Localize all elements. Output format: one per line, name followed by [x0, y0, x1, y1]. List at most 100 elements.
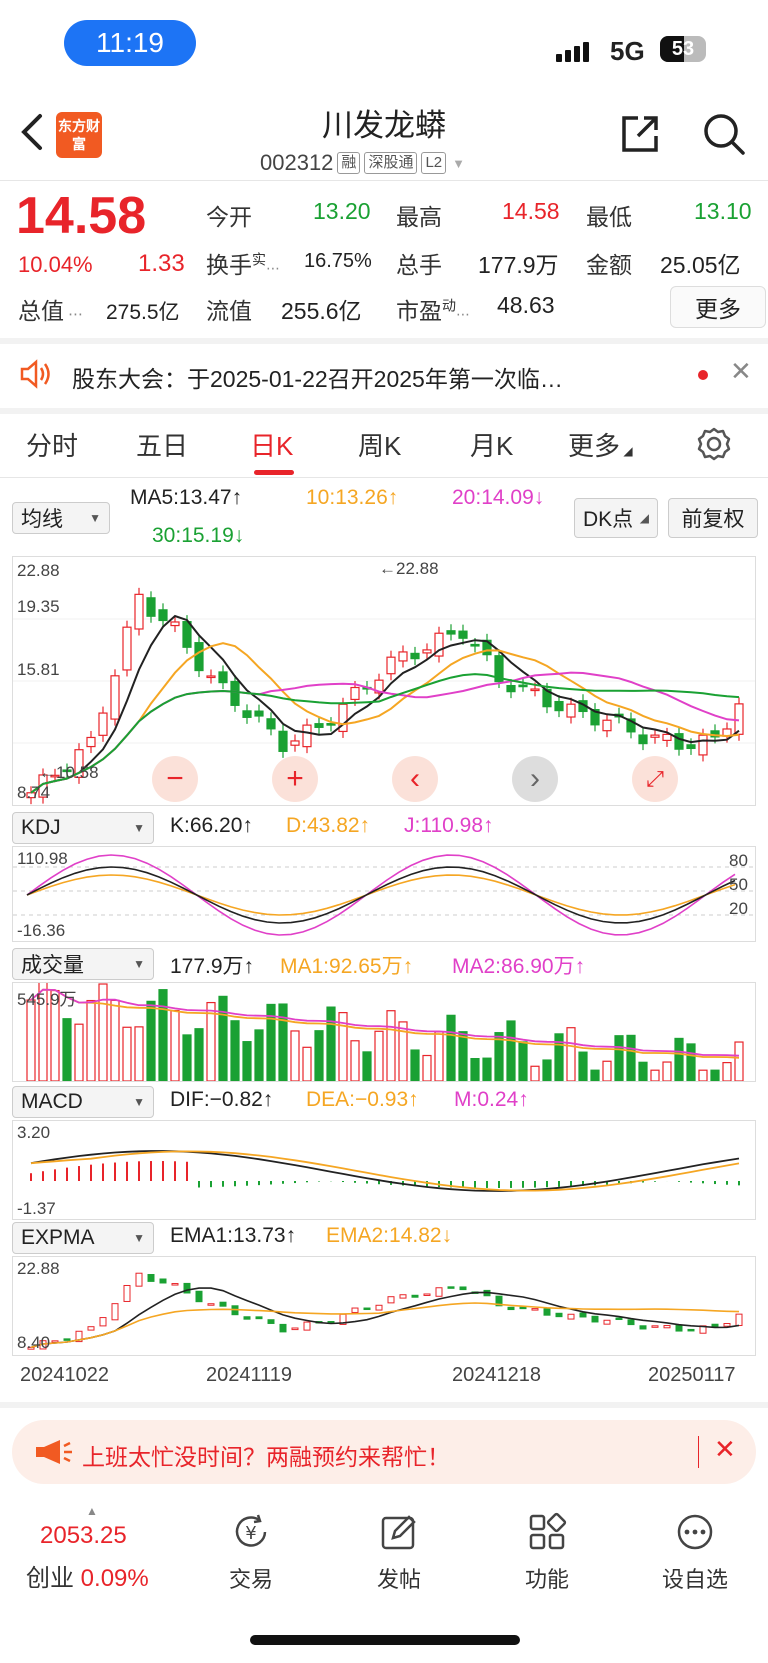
expma-chart[interactable]: 22.88 8.40 [12, 1256, 756, 1356]
kline-chart[interactable]: 22.88 19.35 15.81 8.74 ←22.88 ←10.58 [12, 556, 756, 806]
battery-icon: 53 [660, 36, 706, 62]
zoom-out-button[interactable]: − [152, 756, 198, 802]
tab-five-day[interactable]: 五日 [136, 431, 189, 461]
candle-body [266, 718, 276, 730]
nav-trade[interactable]: ¥ 交易 [196, 1500, 306, 1594]
volume-ma1: MA1:92.65万↑ [280, 955, 414, 978]
adjust-button[interactable]: 前复权 [668, 498, 758, 538]
share-icon[interactable] [618, 112, 662, 161]
back-icon[interactable] [18, 112, 48, 152]
signal-icon [556, 40, 589, 62]
nav-watchlist[interactable]: 设自选 [640, 1500, 750, 1594]
candle-body [122, 626, 132, 671]
candle-body [542, 688, 552, 708]
nav-post[interactable]: 发帖 [344, 1500, 454, 1594]
candle-body [386, 656, 396, 675]
close-icon[interactable]: ✕ [714, 1434, 736, 1464]
pan-right-button[interactable]: › [512, 756, 558, 802]
pan-left-button[interactable]: ‹ [392, 756, 438, 802]
expma-candle [195, 1290, 203, 1303]
expma-candle [555, 1312, 563, 1318]
kdj-level-20: 20 [729, 899, 748, 918]
expma-select[interactable]: EXPMA ▼ [12, 1222, 154, 1254]
expma-candle [627, 1319, 635, 1326]
dk-point-button[interactable]: DK点 ◢ [574, 498, 658, 538]
promo-banner[interactable]: 上班太忙没时间？两融预约来帮忙！ ✕ [12, 1420, 756, 1484]
candle-body [314, 723, 324, 728]
macd-chart[interactable]: 3.20 -1.37 [12, 1120, 756, 1220]
candle-body [686, 744, 696, 750]
volume-bar [122, 1026, 132, 1081]
candle-body [170, 621, 180, 627]
volume-bar [662, 1061, 672, 1081]
kdj-d: D:43.82↑ [286, 814, 371, 837]
volume-chart[interactable]: 545.9万 [12, 982, 756, 1082]
volume-ma2: MA2:86.90万↑ [452, 955, 586, 978]
pe-label: 市盈动⋯ [396, 297, 470, 324]
tab-intraday[interactable]: 分时 [26, 431, 79, 461]
nav-label: 交易 [228, 1567, 273, 1592]
expma-candle [495, 1295, 503, 1307]
settings-gear-icon[interactable] [696, 426, 732, 467]
kdj-chart[interactable]: 110.98 -16.36 80 50 20 [12, 846, 756, 942]
zoom-in-button[interactable]: + [272, 756, 318, 802]
volume-bar [74, 1023, 84, 1081]
stock-name: 川发龙蟒 [322, 108, 446, 143]
volume-bar [86, 999, 96, 1081]
volume-select[interactable]: 成交量 ▼ [12, 948, 154, 980]
tab-weekly-k[interactable]: 周K [358, 431, 402, 461]
volume-bar [710, 1069, 720, 1081]
fullscreen-icon[interactable]: ⤢ [632, 756, 678, 802]
amount-label: 金额 [586, 252, 632, 278]
volume-bar [566, 1027, 576, 1081]
date-label-2: 20241119 [206, 1364, 293, 1386]
macd-m: M:0.24↑ [454, 1088, 529, 1111]
macd-dea: DEA:−0.93↑ [306, 1088, 419, 1111]
candle-body [242, 710, 252, 718]
expma-svg [27, 1272, 743, 1350]
index-row[interactable]: 创业 0.09% [26, 1565, 149, 1592]
change-percent: 10.04% [18, 252, 93, 277]
close-icon[interactable]: ✕ [730, 356, 752, 386]
expma-candle [375, 1304, 383, 1311]
market-cap-label: 总值 ⋯ [18, 298, 84, 324]
volume-bar [290, 1030, 300, 1081]
macd-dif: DIF:−0.82↑ [170, 1088, 274, 1111]
tab-more[interactable]: 更多 ◢ [568, 431, 633, 461]
candle-body [410, 652, 420, 660]
expma-candle [75, 1330, 83, 1343]
search-icon[interactable] [702, 112, 746, 161]
nav-functions[interactable]: 功能 [492, 1500, 602, 1594]
volume-bar [362, 1051, 372, 1081]
volume-svg [26, 983, 744, 1081]
notice-bar[interactable]: 股东大会：于2025-01-22召开2025年第一次临… ✕ [0, 342, 768, 408]
stock-code-row[interactable]: 002312 融 深股通 L2 ▼ [260, 150, 465, 176]
expma-candle [603, 1319, 611, 1325]
kline-axis-3: 15.81 [17, 660, 60, 679]
candle-body [146, 597, 156, 617]
volume-bar [722, 1062, 732, 1081]
candle-body [446, 630, 456, 635]
macd-select[interactable]: MACD ▼ [12, 1086, 154, 1118]
tab-daily-k[interactable]: 日K [250, 431, 294, 461]
low-label: 最低 [586, 204, 632, 230]
candle-body [50, 774, 60, 778]
battery-level: 53 [671, 37, 695, 60]
candle-body [350, 686, 360, 701]
tab-monthly-k[interactable]: 月K [470, 431, 514, 461]
expma-candle [183, 1282, 191, 1294]
ma-select[interactable]: 均线 ▼ [12, 502, 110, 534]
kdj-k: K:66.20↑ [170, 814, 253, 837]
candle-body [506, 684, 516, 693]
candle-body [398, 651, 408, 662]
stock-code: 002312 [260, 150, 334, 175]
index-value[interactable]: 2053.25 [40, 1522, 127, 1549]
volume-bar [686, 1043, 696, 1081]
notice-dot [698, 370, 708, 380]
more-button[interactable]: 更多 [670, 286, 766, 328]
open-value: 13.20 [313, 198, 371, 224]
ma30-line [30, 673, 740, 794]
kdj-select[interactable]: KDJ ▼ [12, 812, 154, 844]
volume-bar [302, 1046, 312, 1081]
volume-bar [146, 1000, 156, 1081]
